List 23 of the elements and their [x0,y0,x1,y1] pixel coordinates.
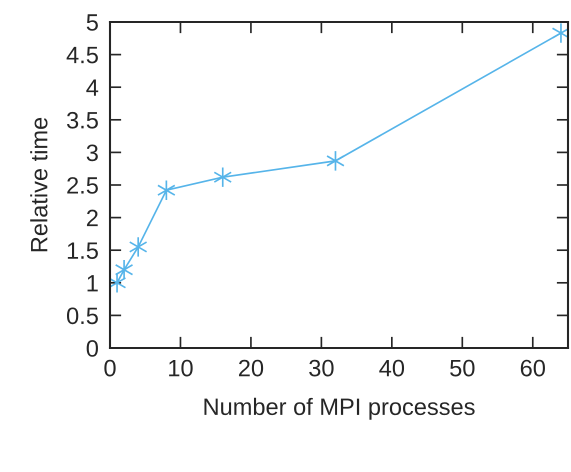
x-tick-label: 0 [104,360,116,376]
y-tick-label: 0 [86,340,98,357]
y-tick-label: 4.5 [66,46,98,64]
y-tick-label: 2 [86,210,98,226]
y-tick-label: 3 [86,144,98,162]
x-tick-label: 20 [238,360,264,376]
y-tick-label: 5 [86,14,98,31]
x-tick-label: 40 [379,360,404,376]
y-tick-label: 0.5 [66,307,98,324]
x-tick-label: 60 [520,360,545,376]
point [157,180,176,201]
point [326,150,345,172]
y-tick-label: 3.5 [66,112,98,129]
y-tick-label: 2.5 [67,177,98,194]
point [128,236,148,258]
y-tick-label: 4 [86,80,98,96]
x-tick-label: 50 [450,360,475,376]
y-axis-title: Relative time [30,118,48,252]
y-tick-label: 1.5 [68,242,98,259]
x-axis-title: Number of MPI processes [204,398,475,420]
y-tick-label: 1 [88,275,98,292]
x-tick-label: 10 [169,360,193,376]
x-tick-label: 30 [309,360,334,376]
